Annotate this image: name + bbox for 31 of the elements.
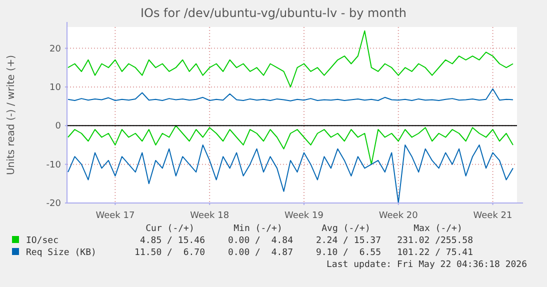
text: 2.24 / 15.37 (316, 236, 381, 246)
text: 231.02 /255.58 (397, 236, 473, 246)
text: 9.10 / 6.55 (316, 248, 381, 258)
text: 0.00 / 4.84 (228, 236, 293, 246)
text: Min (-/+) (234, 224, 282, 234)
line-series (68, 30, 514, 88)
line-series (68, 125, 514, 165)
text: 0.00 / 4.87 (228, 248, 293, 258)
x-tick-label: Week 21 (473, 211, 512, 221)
y-tick-label: 10 (50, 82, 62, 93)
chart-title: IOs for /dev/ubuntu-vg/ubuntu-lv - by month (140, 6, 407, 20)
y-tick-label: 0 (55, 122, 62, 132)
y-tick-label: -20 (46, 199, 62, 209)
x-tick-label: Week 20 (378, 211, 418, 221)
y-tick-label: -10 (46, 160, 62, 170)
text: Last update: Fri May 22 04:36:18 2026 (326, 260, 527, 270)
x-tick-label: Week 19 (284, 211, 324, 221)
legend-label: Req Size (KB) (26, 248, 96, 258)
line-series (68, 88, 514, 102)
y-tick-label: 20 (50, 44, 62, 54)
text: 11.50 / 6.70 (134, 248, 205, 258)
text: Cur (-/+) (146, 224, 194, 234)
text: Max (-/+) (414, 224, 462, 234)
text: 4.85 / 15.46 (140, 236, 205, 246)
x-tick-label: Week 17 (96, 211, 135, 221)
y-axis-title: Units read (-) / write (+) (6, 54, 17, 176)
text: 101.22 / 75.41 (397, 248, 473, 258)
legend-label: IO/sec (26, 236, 59, 246)
line-series (68, 144, 514, 204)
text: Avg (-/+) (322, 224, 370, 234)
x-tick-label: Week 18 (190, 211, 230, 221)
